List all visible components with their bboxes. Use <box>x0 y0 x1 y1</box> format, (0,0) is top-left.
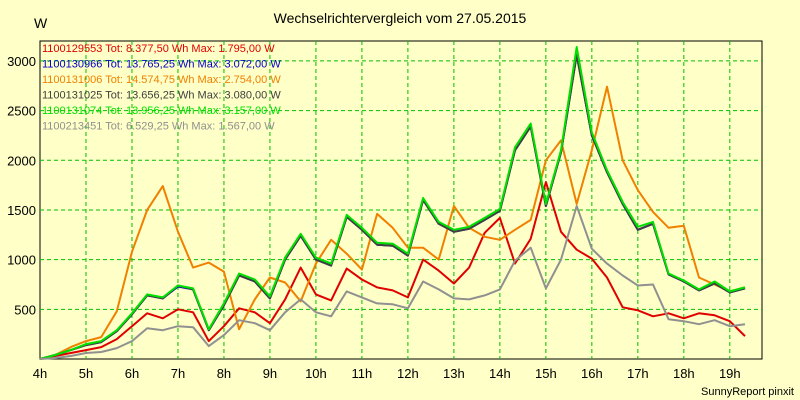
y-tick-label: 2500 <box>7 104 36 119</box>
y-axis-unit: W <box>34 15 48 31</box>
x-tick-label: 14h <box>489 366 511 381</box>
legend-entry-6: 1100213451 Tot: 6.529,25 Wh Max: 1.567,0… <box>42 121 275 133</box>
x-tick-label: 7h <box>171 366 185 381</box>
x-tick-label: 19h <box>719 366 741 381</box>
footer-credit: SunnyReport pinxit <box>701 386 794 398</box>
legend-entry-1: 1100129553 Tot: 8.377,50 Wh Max: 1.795,0… <box>42 43 275 55</box>
x-tick-label: 6h <box>125 366 139 381</box>
legend-entry-2: 1100130966 Tot: 13.765,25 Wh Max: 3.072,… <box>42 59 281 71</box>
x-tick-label: 15h <box>535 366 557 381</box>
x-tick-label: 16h <box>581 366 603 381</box>
y-tick-label: 1500 <box>7 203 36 218</box>
x-tick-label: 11h <box>352 366 373 381</box>
legend-entry-5: 1100131074 Tot: 13.956,25 Wh Max: 3.157,… <box>42 105 281 117</box>
legend-entry-4: 1100131025 Tot: 13.656,25 Wh Max: 3.080,… <box>42 90 281 102</box>
y-tick-label: 2000 <box>7 153 36 168</box>
legend-entry-3: 1100131006 Tot: 14.574,75 Wh Max: 2.754,… <box>42 74 281 86</box>
x-tick-label: 18h <box>673 366 695 381</box>
x-tick-label: 9h <box>263 366 277 381</box>
x-tick-label: 17h <box>627 366 649 381</box>
y-tick-label: 500 <box>14 302 36 317</box>
chart-title: Wechselrichtervergleich vom 27.05.2015 <box>274 10 527 26</box>
x-tick-label: 13h <box>443 366 465 381</box>
x-tick-label: 10h <box>305 366 327 381</box>
x-tick-label: 8h <box>217 366 231 381</box>
y-tick-label: 1000 <box>7 253 36 268</box>
x-tick-label: 12h <box>397 366 419 381</box>
x-tick-label: 4h <box>33 366 47 381</box>
y-tick-label: 3000 <box>7 54 36 69</box>
x-tick-label: 5h <box>79 366 93 381</box>
